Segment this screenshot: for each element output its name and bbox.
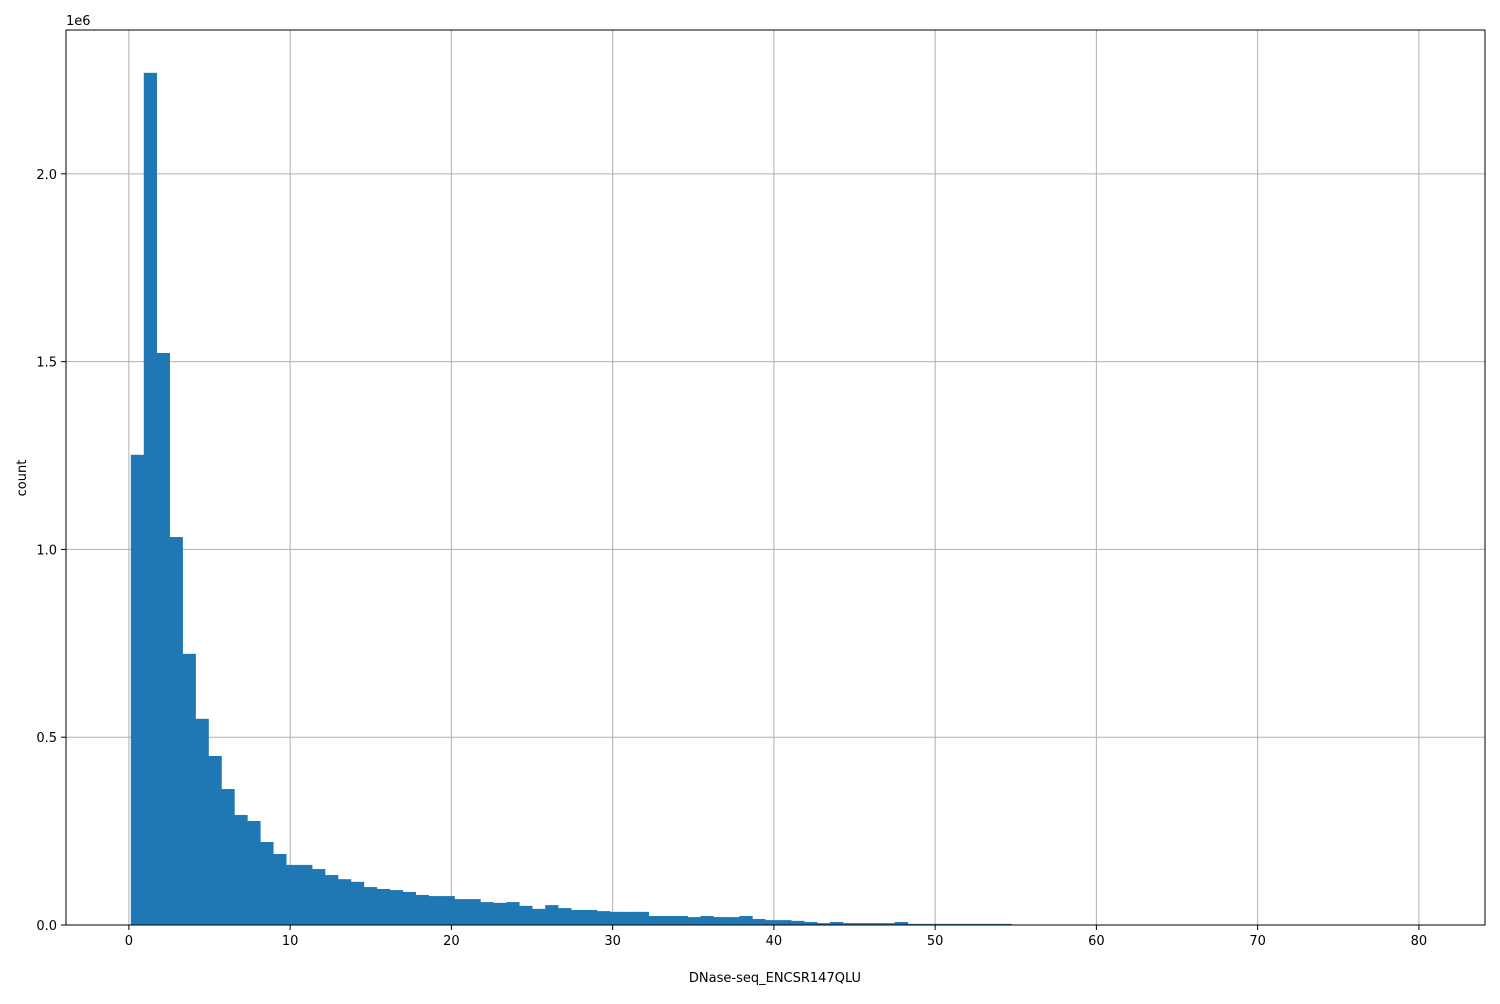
histogram-bar [778, 920, 791, 925]
grid-lines [66, 30, 1485, 925]
histogram-bar [675, 916, 688, 925]
histogram-bar [390, 890, 403, 925]
histogram-bar [623, 912, 636, 925]
histogram-bar [649, 916, 662, 925]
histogram-bar [480, 902, 493, 925]
x-tick-label: 50 [927, 934, 944, 949]
y-axis-label: count [15, 460, 30, 497]
histogram-bar [752, 919, 765, 925]
histogram-bar [532, 909, 545, 925]
histogram-bar [273, 854, 286, 925]
histogram-bar [545, 905, 558, 925]
histogram-bar [688, 917, 701, 925]
histogram-bar [351, 882, 364, 925]
histogram-bar [506, 902, 519, 925]
histogram-bar [338, 879, 351, 925]
x-tick-label: 0 [125, 934, 133, 949]
histogram-bar [636, 912, 649, 925]
x-tick-label: 60 [1088, 934, 1105, 949]
histogram-bar [312, 869, 325, 925]
histogram-bar [299, 865, 312, 925]
histogram-bar [455, 899, 468, 925]
x-tick-label: 70 [1249, 934, 1266, 949]
histogram-bar [144, 73, 157, 925]
histogram-bar [584, 910, 597, 925]
histogram-bar [286, 865, 299, 925]
y-tick-label: 0.0 [36, 919, 57, 934]
histogram-bar [713, 917, 726, 925]
histogram-bar [209, 756, 222, 925]
x-tick-label: 40 [766, 934, 783, 949]
x-tick-label: 20 [443, 934, 460, 949]
histogram-bar [558, 908, 571, 925]
x-tick-label: 10 [282, 934, 299, 949]
y-tick-label: 2.0 [36, 168, 57, 183]
histogram-bar [791, 921, 804, 925]
x-axis-ticks: 0 10 20 30 40 50 60 70 80 [125, 925, 1427, 949]
histogram-bar [234, 815, 247, 925]
histogram-bar [662, 916, 675, 925]
plot-frame [66, 30, 1485, 925]
histogram-bar [519, 906, 532, 925]
histogram-bar [221, 789, 234, 925]
y-tick-label: 0.5 [36, 731, 57, 746]
histogram-bar [429, 896, 442, 925]
histogram-bar [260, 842, 273, 925]
histogram-bar [726, 917, 739, 925]
y-tick-label: 1.0 [36, 543, 57, 558]
histogram-bar [597, 911, 610, 925]
histogram-bar [403, 892, 416, 925]
histogram-bar [157, 353, 170, 925]
x-tick-label: 80 [1411, 934, 1428, 949]
x-axis-label: DNase-seq_ENCSR147QLU [689, 971, 861, 986]
histogram-bar [364, 887, 377, 925]
y-axis-ticks: 0.0 0.5 1.0 1.5 2.0 [36, 168, 66, 934]
histogram-bar [765, 920, 778, 925]
histogram-bar [183, 654, 196, 925]
y-tick-label: 1.5 [36, 356, 57, 371]
histogram-bars [131, 73, 1426, 925]
histogram-bar [196, 719, 209, 925]
histogram-bar [416, 895, 429, 925]
histogram-bar [131, 455, 144, 925]
y-offset-label: 1e6 [66, 14, 91, 29]
histogram-bar [325, 875, 338, 925]
histogram-bar [701, 916, 714, 925]
histogram-bar [377, 889, 390, 925]
histogram-bar [442, 896, 455, 925]
x-tick-label: 30 [604, 934, 621, 949]
histogram-bar [571, 910, 584, 925]
histogram-bar [610, 912, 623, 925]
histogram-bar [739, 916, 752, 925]
histogram-bar [247, 821, 260, 925]
histogram-bar [170, 537, 183, 925]
histogram-bar [467, 899, 480, 925]
histogram-bar [493, 903, 506, 925]
